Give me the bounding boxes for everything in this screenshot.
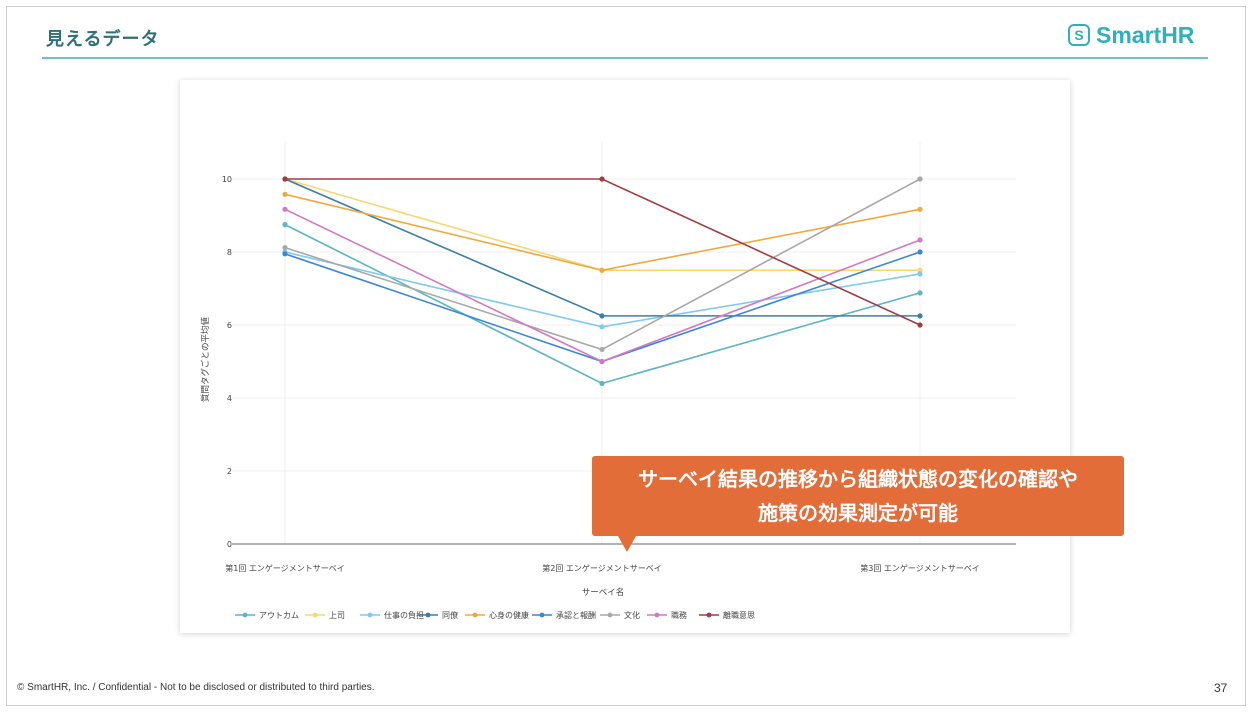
data-point	[917, 249, 923, 255]
y-tick-label: 8	[227, 248, 232, 257]
data-point	[917, 267, 923, 273]
data-point	[282, 245, 288, 251]
data-point	[917, 313, 923, 319]
x-tick-label: 第2回 エンゲージメントサーベイ	[542, 563, 661, 573]
legend-label: 承認と報酬	[556, 610, 596, 620]
data-point	[917, 206, 923, 212]
slide-frame	[6, 6, 1246, 706]
data-point	[282, 222, 288, 228]
data-point	[599, 358, 605, 365]
footer-copyright: © SmartHR, Inc. / Confidential - Not to …	[17, 682, 375, 693]
y-tick-label: 2	[227, 467, 232, 476]
legend-label: 上司	[329, 611, 345, 620]
smarthr-logo-text: SmartHR	[1096, 21, 1195, 48]
smarthr-logo-icon: S	[1068, 24, 1090, 46]
data-point	[599, 380, 605, 386]
data-point	[282, 251, 288, 257]
legend-marker	[312, 612, 318, 618]
page-number: 37	[1214, 681, 1228, 695]
legend-marker	[706, 612, 712, 618]
legend-marker	[539, 612, 545, 618]
data-point	[282, 176, 288, 182]
y-tick-label: 10	[222, 175, 232, 184]
legend-label: アウトカム	[259, 611, 299, 620]
data-point	[917, 322, 923, 328]
legend-marker	[607, 612, 613, 618]
legend-marker	[472, 612, 478, 618]
header-divider	[42, 57, 1208, 59]
callout-box: サーベイ結果の推移から組織状態の変化の確認や 施策の効果測定が可能	[592, 456, 1124, 536]
legend-label: 同僚	[442, 610, 458, 620]
y-tick-label: 6	[227, 321, 232, 330]
y-tick-label: 0	[227, 540, 232, 549]
data-point	[917, 290, 923, 296]
legend-label: 文化	[624, 610, 640, 620]
data-point	[917, 176, 923, 182]
data-point	[599, 346, 605, 353]
legend-label: 仕事の負担	[384, 610, 424, 620]
legend-marker	[654, 612, 660, 618]
legend-label: 職務	[671, 610, 687, 620]
legend-marker	[367, 612, 373, 618]
data-point	[282, 191, 288, 197]
data-point	[282, 206, 288, 212]
data-point	[599, 267, 605, 273]
data-point	[599, 176, 605, 182]
legend-marker	[242, 612, 248, 618]
callout-tail	[618, 536, 636, 552]
x-tick-label: 第3回 エンゲージメントサーベイ	[860, 563, 979, 573]
data-point	[599, 313, 605, 319]
data-point	[917, 271, 923, 277]
legend-label: 離職意思	[723, 610, 755, 620]
legend-marker	[425, 612, 431, 618]
data-point	[599, 324, 605, 330]
smarthr-logo: S SmartHR	[1068, 20, 1194, 50]
y-axis-title: 質問タグごとの平均値	[200, 317, 211, 402]
y-tick-label: 4	[227, 394, 232, 403]
x-axis-title: サーベイ名	[582, 587, 625, 598]
page-title: 見えるデータ	[46, 29, 160, 50]
data-point	[917, 237, 923, 243]
x-tick-label: 第1回 エンゲージメントサーベイ	[225, 563, 344, 573]
callout-line-2: 施策の効果測定が可能	[758, 501, 958, 525]
legend-label: 心身の健康	[489, 610, 529, 620]
callout-line-1: サーベイ結果の推移から組織状態の変化の確認や	[638, 467, 1078, 491]
